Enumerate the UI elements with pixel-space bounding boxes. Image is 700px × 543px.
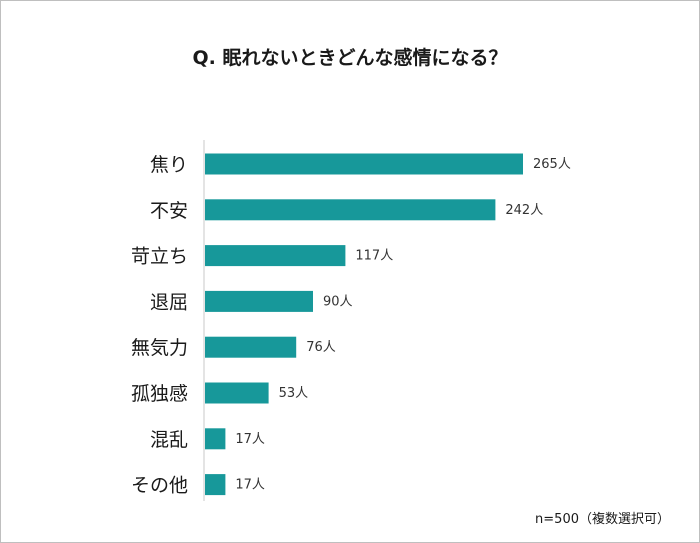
value-label-1: 265人: [533, 157, 571, 172]
bar-5: [205, 336, 297, 358]
category-label-3: 苛立ち: [131, 246, 188, 268]
value-label-7: 17人: [235, 432, 265, 447]
bar-1: [205, 153, 523, 175]
chart-title: Q. 眠れないときどんな感情になる？: [193, 46, 508, 69]
bar-4: [205, 290, 313, 312]
bar-6: [205, 382, 269, 404]
value-label-4: 90人: [323, 294, 353, 309]
bar-8: [205, 474, 226, 496]
category-label-6: 孤独感: [131, 383, 188, 405]
category-label-7: 混乱: [150, 429, 188, 451]
value-label-5: 76人: [306, 340, 336, 355]
category-label-1: 焦り: [150, 154, 188, 176]
category-label-2: 不安: [150, 200, 188, 222]
bar-2: [205, 199, 496, 221]
bar-3: [205, 245, 346, 267]
category-label-8: その他: [131, 475, 188, 497]
value-label-2: 242人: [505, 203, 543, 218]
bar-7: [205, 428, 226, 450]
value-label-3: 117人: [355, 249, 393, 264]
value-label-8: 17人: [235, 478, 265, 493]
sample-size-note: n=500（複数選択可）: [535, 511, 670, 527]
category-label-4: 退屈: [150, 291, 188, 313]
value-label-6: 53人: [279, 386, 309, 401]
category-label-5: 無気力: [131, 337, 188, 359]
